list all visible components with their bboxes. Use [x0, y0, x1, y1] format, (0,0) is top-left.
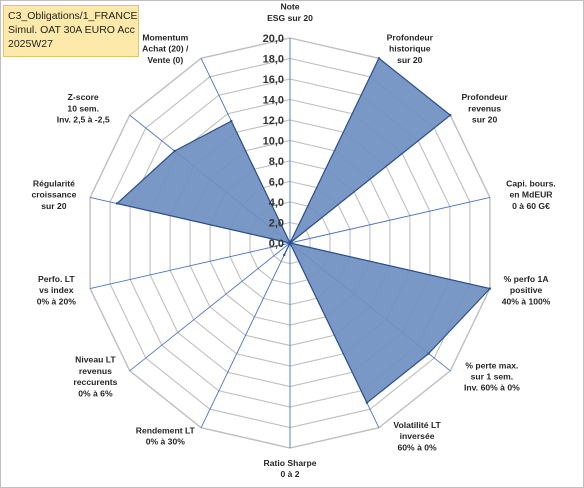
axis-label-line: reccurents	[73, 377, 117, 387]
axis-label-line: Capi. bours.	[506, 178, 556, 188]
tick-label: 2,0	[269, 218, 284, 230]
axis-label-line: en MdEUR	[510, 190, 554, 200]
axis-label: Z-score 10 sem. Inv. 2,5 à -2,5	[57, 92, 110, 124]
tick-label: 8,0	[269, 156, 284, 168]
data-point	[488, 287, 492, 290]
axis-label: Momentum Achat (20) / Vente (0)	[142, 33, 189, 65]
axis-label: Profondeur revenus sur 20	[461, 92, 508, 124]
axis-label: Volatilité LT inversée 60% à 0%	[393, 420, 441, 452]
axis-label-line: positive	[510, 285, 543, 295]
axis-label-line: sur 20	[41, 201, 67, 211]
axis-label-line: Volatilité LT	[393, 420, 441, 430]
axis-label: % perfo 1A positive 40% à 100%	[502, 274, 551, 306]
data-point	[377, 57, 381, 60]
fund-title-box: C3_Obligations/1_FRANCE Simul. OAT 30A E…	[3, 5, 139, 57]
axis-label: Niveau LT revenus reccurents 0% à 6%	[73, 355, 117, 399]
axis-label-line: Perfo. LT	[38, 274, 75, 284]
axis-label-line: historique	[389, 44, 431, 54]
title-line-category: C3_Obligations/1_FRANCE	[8, 10, 138, 22]
axis-label: Note ESG sur 20	[267, 2, 313, 23]
axis-label-line: 0% à 6%	[78, 388, 113, 398]
axis-label-line: 0% à 20%	[37, 296, 77, 306]
axis-label-line: Z-score	[68, 92, 99, 102]
axis-label-line: Achat (20) /	[142, 44, 189, 54]
axis-label-line: Profondeur	[387, 33, 434, 43]
axis-label: % perte max. sur 1 sem. Inv. 60% à 0%	[464, 360, 520, 392]
data-point	[449, 114, 452, 117]
radar-tick-labels: 0,0 2,0 4,0 6,0 8,0 10,0 12,0 14,0 16,0 18,0 20,0	[263, 33, 284, 250]
tick-label: 0,0	[269, 238, 284, 250]
data-point	[288, 241, 292, 245]
axis-label-line: 10 sem.	[67, 103, 99, 113]
data-point	[365, 401, 369, 404]
axis-label: Rendement LT 0% à 30%	[136, 426, 196, 447]
title-line-week: 2025W27	[8, 38, 53, 50]
tick-label: 16,0	[263, 74, 284, 86]
tick-label: 18,0	[263, 54, 284, 66]
axis-label-line: Momentum	[142, 33, 188, 43]
title-line-fund: Simul. OAT 30A EURO Acc	[8, 24, 135, 36]
axis-label-line: % perte max.	[465, 360, 518, 370]
data-point	[173, 149, 176, 153]
axis-label-line: Ratio Sharpe	[263, 458, 316, 468]
data-point	[283, 253, 286, 257]
tick-label: 4,0	[269, 197, 284, 209]
axis-label-line: Régularité	[33, 178, 75, 188]
axis-label: Perfo. LT vs index 0% à 20%	[37, 274, 77, 306]
tick-label: 14,0	[263, 95, 284, 107]
data-point	[115, 202, 119, 205]
tick-label: 12,0	[263, 115, 284, 127]
axis-label: Capi. bours. en MdEUR 0 à 60 G€	[506, 178, 556, 210]
axis-label-line: Note	[280, 2, 299, 12]
axis-spoke	[129, 242, 291, 372]
tick-label: 6,0	[269, 177, 284, 189]
axis-label-line: revenus	[468, 103, 501, 113]
tick-label: 20,0	[263, 33, 284, 45]
axis-spoke	[200, 242, 291, 428]
axis-label-line: 40% à 100%	[502, 296, 551, 306]
axis-label: Profondeur historique sur 20	[387, 33, 434, 65]
axis-label-line: 0 à 60 G€	[512, 201, 550, 211]
axis-label-line: sur 1 sem.	[471, 372, 514, 382]
axis-label-line: inversée	[400, 431, 435, 441]
axis-label: Ratio Sharpe 0 à 2	[263, 458, 316, 479]
data-point	[427, 352, 430, 355]
axis-label-line: sur 20	[472, 115, 498, 125]
axis-label-line: croissance	[31, 190, 76, 200]
axis-label: Régularité croissance sur 20	[31, 178, 76, 210]
axis-label-line: Vente (0)	[147, 55, 183, 65]
axis-label-line: Inv. 2,5 à -2,5	[57, 115, 110, 125]
axis-label-line: Profondeur	[461, 92, 508, 102]
tick-label: 10,0	[263, 136, 284, 148]
axis-spoke	[289, 196, 491, 244]
axis-label-line: % perfo 1A	[504, 274, 549, 284]
axis-spoke	[89, 242, 291, 290]
axis-label-line: revenus	[79, 366, 112, 376]
axis-label-line: 0 à 2	[280, 469, 299, 479]
axis-label-line: Inv. 60% à 0%	[464, 383, 520, 393]
axis-label-line: 60% à 0%	[398, 442, 438, 452]
axis-label-line: sur 20	[397, 55, 423, 65]
axis-label-line: vs index	[39, 285, 74, 295]
radar-series	[115, 57, 492, 404]
axis-label-line: 0% à 30%	[146, 437, 186, 447]
axis-label-line: ESG sur 20	[267, 13, 313, 23]
series-area	[116, 57, 491, 404]
axis-label-line: Rendement LT	[136, 426, 196, 436]
data-point	[230, 119, 233, 123]
axis-label-line: Niveau LT	[75, 355, 116, 365]
